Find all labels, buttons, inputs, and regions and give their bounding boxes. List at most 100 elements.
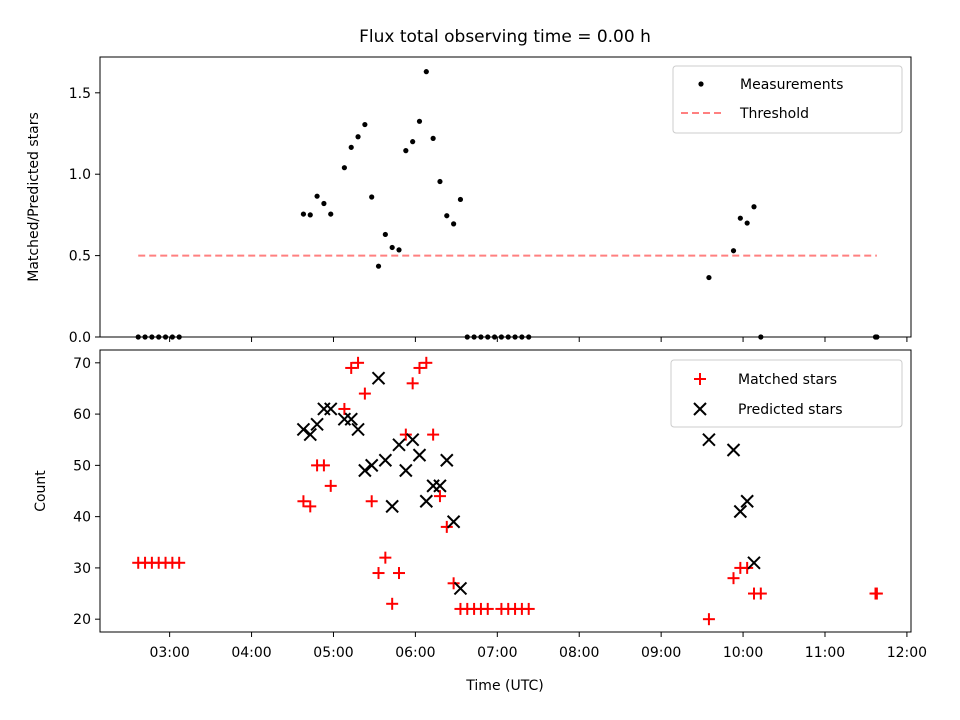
measurement-point: [328, 211, 334, 217]
matched-star-point: [372, 567, 385, 580]
matched-star-point: [379, 551, 392, 564]
measurement-point: [348, 144, 354, 150]
matched-star-point: [481, 602, 494, 615]
measurement-point: [416, 118, 423, 124]
predicted-star-point: [440, 453, 454, 467]
measurement-point: [751, 204, 757, 210]
measurement-point: [369, 194, 375, 200]
top-x-axis-ticks: [169, 337, 908, 342]
legend-measurements-marker: [698, 81, 704, 87]
predicted-star-point: [358, 463, 372, 478]
matched-star-point: [440, 520, 453, 533]
matched-star-point: [324, 479, 337, 492]
matched-star-point: [297, 495, 310, 508]
predicted-star-point: [351, 422, 365, 437]
bottom-y-tick-label: 60: [73, 407, 91, 423]
predicted-star-point: [303, 427, 317, 442]
legend-matched-marker: [694, 373, 706, 385]
bottom-y-axis-ticks: 20 30 40 50 60 70: [73, 356, 100, 628]
matched-star-point: [173, 556, 186, 569]
measurement-point: [451, 221, 457, 227]
measurement-point: [321, 200, 327, 207]
bottom-panel-star-counts: 20 30 40 50 60 70 03:00 04:00 05:00 06:00 07:00 08…: [33, 349, 927, 694]
predicted-star-point: [405, 433, 420, 447]
top-y-tick-label: 0.0: [69, 330, 91, 346]
bottom-y-axis-label: Count: [33, 470, 49, 512]
legend-measurements-label: Measurements: [740, 77, 843, 93]
predicted-star-point: [337, 412, 352, 426]
matched-star-point: [304, 500, 317, 513]
x-tick-label: 12:00: [887, 645, 927, 661]
measurement-point: [410, 139, 416, 145]
matched-star-point: [399, 428, 412, 441]
predicted-star-point: [324, 402, 338, 416]
matched-star-point: [741, 561, 754, 574]
top-panel-frame: [99, 56, 912, 338]
x-tick-label: 09:00: [641, 645, 681, 661]
matched-star-point: [427, 428, 440, 441]
matched-star-point: [393, 567, 406, 580]
measurement-point: [744, 220, 750, 226]
predicted-star-point: [385, 499, 399, 514]
matched-star-point: [413, 361, 426, 374]
predicted-star-point: [747, 556, 761, 570]
chart-title: Flux total observing time = 0.00 h: [359, 27, 651, 47]
bottom-y-tick-label: 70: [73, 356, 91, 372]
legend-predicted-marker: [693, 402, 707, 416]
measurement-point: [403, 148, 409, 154]
x-tick-label: 06:00: [395, 645, 435, 661]
measurement-point: [737, 215, 743, 221]
predicted-star-point: [317, 402, 331, 416]
predicted-star-point: [344, 412, 358, 426]
x-tick-label: 05:00: [313, 645, 353, 661]
measurement-point: [396, 247, 402, 253]
top-y-axis-ticks: 0.0 0.5 1.0 1.5: [69, 86, 100, 346]
x-tick-label: 08:00: [559, 645, 599, 661]
legend-predicted-label: Predicted stars: [738, 402, 843, 418]
x-tick-label: 10:00: [723, 645, 763, 661]
matched-star-point: [317, 459, 330, 472]
predicted-star-point: [412, 448, 427, 462]
predicted-star-point: [378, 453, 393, 467]
bottom-panel-marks: [132, 356, 883, 626]
bottom-y-tick-label: 20: [73, 612, 91, 628]
measurement-point: [382, 231, 388, 238]
bottom-y-tick-label: 50: [73, 458, 91, 474]
matched-star-point: [727, 572, 740, 585]
measurement-point: [362, 121, 368, 128]
predicted-star-point: [296, 422, 311, 437]
measurement-point: [423, 69, 429, 75]
predicted-star-point: [446, 515, 461, 529]
predicted-star-point: [733, 504, 748, 519]
top-y-axis-label: Matched/Predicted stars: [26, 112, 42, 282]
matched-star-point: [870, 587, 883, 600]
legend-threshold-label: Threshold: [739, 106, 809, 122]
x-tick-label: 11:00: [805, 645, 845, 661]
top-y-tick-label: 1.0: [69, 167, 91, 183]
matched-star-point: [702, 613, 715, 626]
predicted-star-point: [726, 443, 741, 457]
predicted-star-point: [310, 417, 324, 432]
predicted-star-point: [433, 479, 447, 493]
predicted-star-point: [453, 581, 468, 596]
matched-star-point: [447, 577, 460, 590]
predicted-star-point: [392, 438, 406, 452]
matched-star-point: [345, 361, 358, 374]
matched-star-point: [433, 490, 446, 503]
matched-star-point: [522, 602, 535, 615]
top-legend: Measurements Threshold: [672, 65, 903, 134]
x-tick-label: 07:00: [477, 645, 517, 661]
x-tick-label: 03:00: [149, 645, 189, 661]
predicted-star-point: [740, 494, 754, 508]
measurement-point: [300, 211, 307, 217]
legend-matched-label: Matched stars: [738, 372, 837, 388]
measurement-point: [375, 263, 382, 269]
measurement-point: [430, 135, 436, 141]
top-y-tick-label: 0.5: [69, 249, 91, 265]
bottom-y-tick-label: 40: [73, 510, 91, 526]
predicted-star-point: [702, 433, 716, 447]
matched-star-point: [365, 495, 378, 508]
predicted-star-point: [364, 458, 379, 473]
measurement-point: [307, 212, 313, 218]
